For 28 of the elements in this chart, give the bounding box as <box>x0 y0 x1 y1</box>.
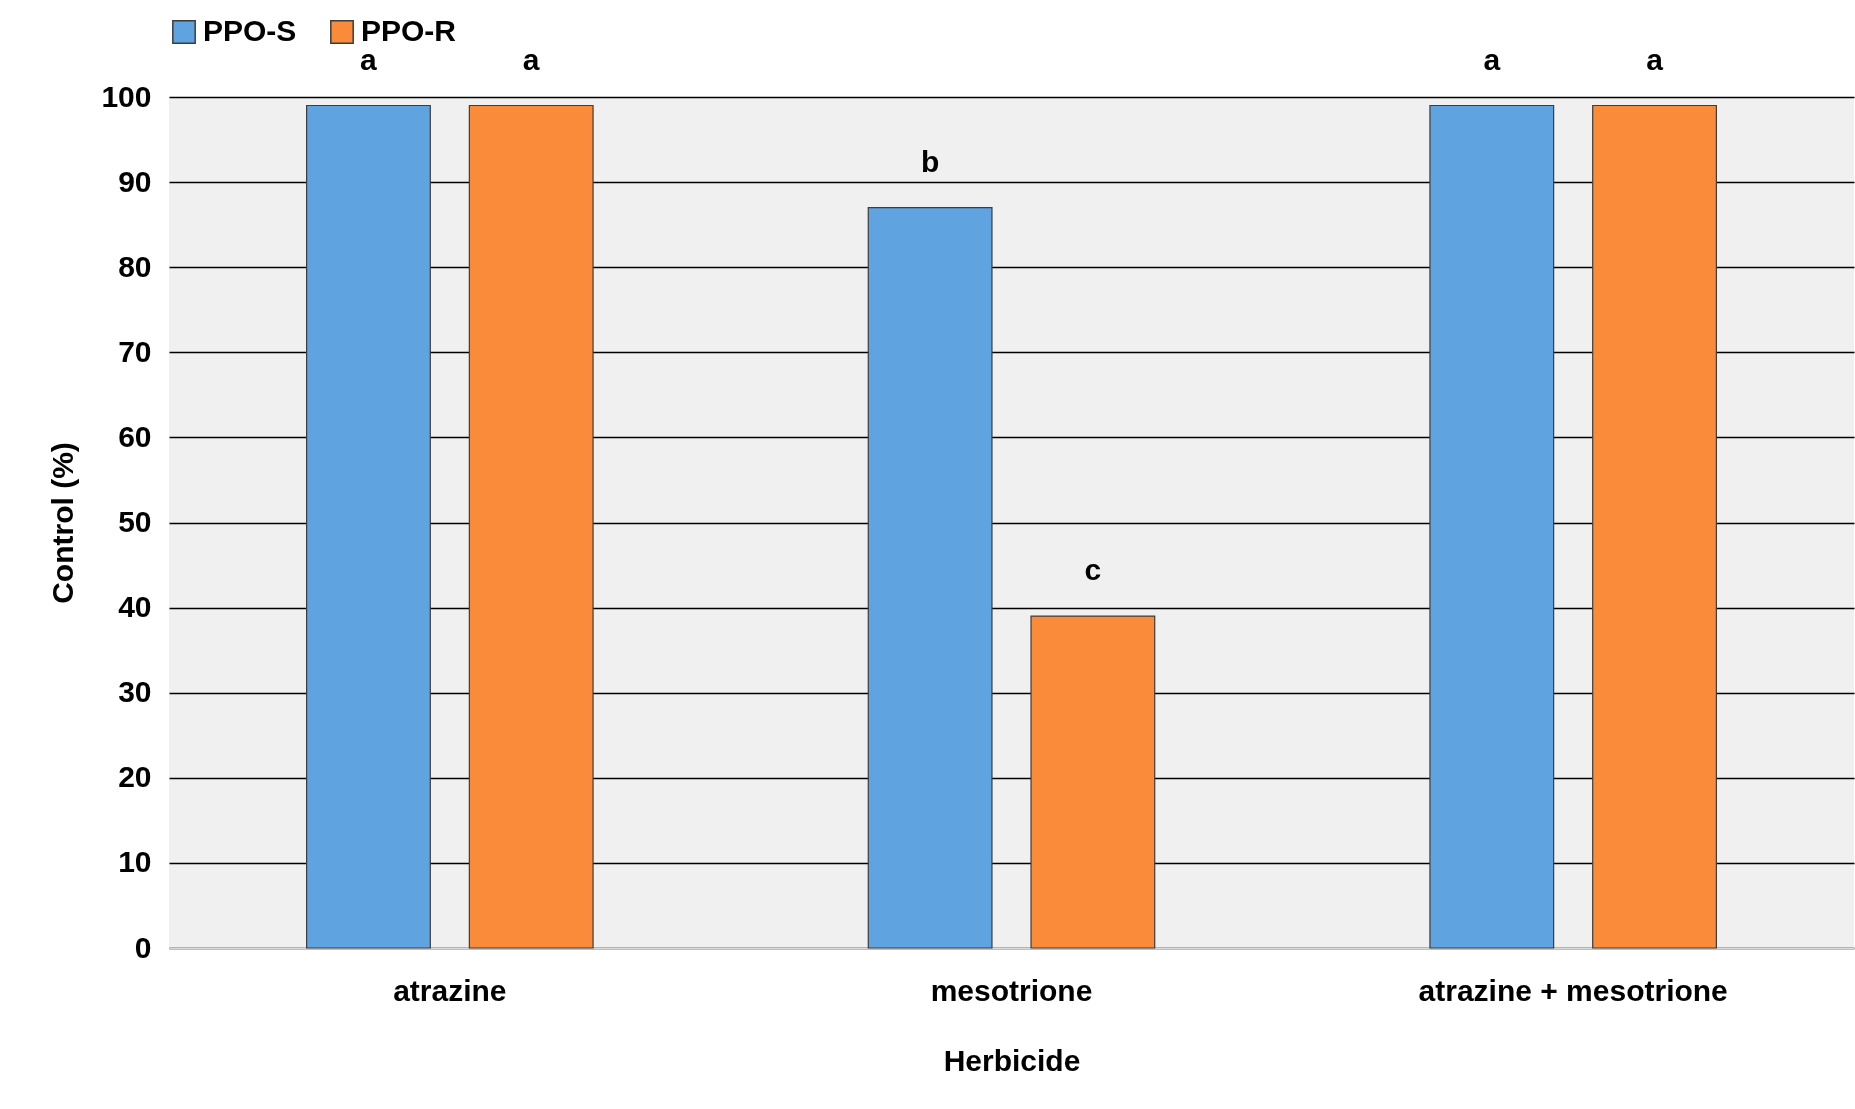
y-tick-label: 90 <box>118 164 152 198</box>
bar <box>1030 615 1156 949</box>
y-tick-label: 80 <box>118 249 152 283</box>
data-label: b <box>920 144 940 178</box>
y-tick-label: 60 <box>118 419 152 453</box>
y-tick-label: 40 <box>118 590 152 624</box>
y-tick-label: 70 <box>118 334 152 368</box>
y-axis-title: Control (%) <box>46 442 80 604</box>
y-tick-label: 20 <box>118 760 152 794</box>
y-tick-label: 10 <box>118 845 152 879</box>
bar <box>306 104 431 949</box>
data-label: a <box>522 42 540 76</box>
data-label: a <box>1646 42 1664 76</box>
y-tick-label: 30 <box>118 675 152 709</box>
x-tick-label: atrazine <box>393 973 507 1007</box>
legend-label: PPO-S <box>203 14 297 47</box>
y-tick-label: 50 <box>118 505 152 538</box>
bar <box>1592 104 1717 949</box>
y-tick-label: 100 <box>101 79 152 113</box>
data-label: a <box>1483 42 1501 76</box>
bar <box>867 207 993 949</box>
y-tick-label: 0 <box>134 930 152 964</box>
x-tick-label: atrazine + mesotrione <box>1418 973 1728 1007</box>
bar <box>1429 104 1555 949</box>
x-tick-label: mesotrione <box>930 973 1093 1007</box>
x-axis-title: Herbicide <box>943 1043 1081 1077</box>
bar <box>468 104 594 949</box>
data-label: c <box>1084 553 1102 587</box>
